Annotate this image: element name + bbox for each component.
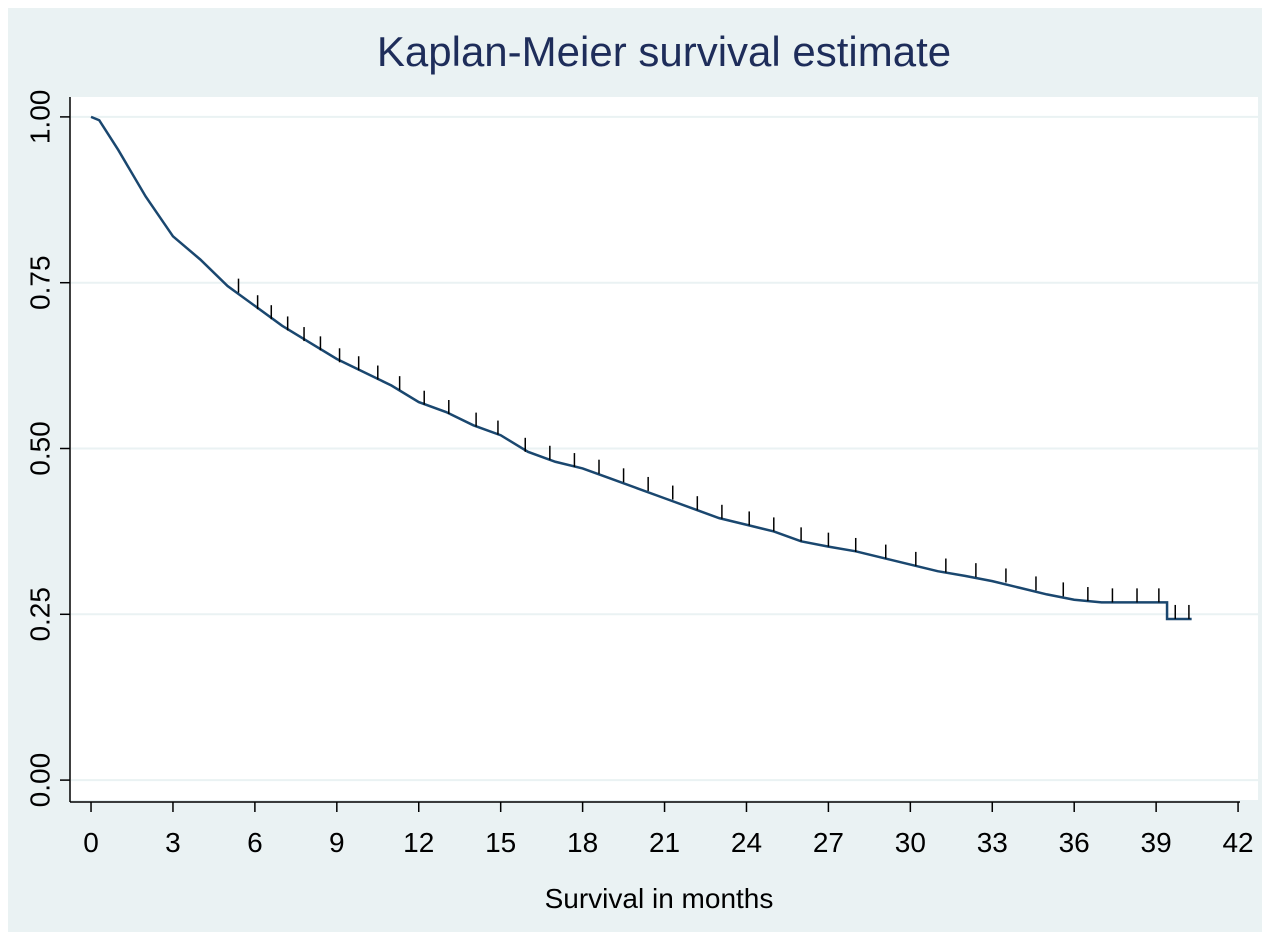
x-tick-label: 36	[1059, 827, 1090, 858]
x-tick-label: 18	[567, 827, 598, 858]
x-tick-label: 42	[1222, 827, 1253, 858]
x-tick-label: 0	[83, 827, 99, 858]
x-tick-label: 21	[649, 827, 680, 858]
y-tick-label: 0.25	[24, 587, 55, 642]
x-tick-label: 27	[813, 827, 844, 858]
x-tick-label: 15	[485, 827, 516, 858]
y-tick-label: 0.00	[24, 753, 55, 808]
x-tick-label: 39	[1141, 827, 1172, 858]
x-tick-label: 3	[165, 827, 181, 858]
y-tick-label: 0.75	[24, 255, 55, 310]
x-tick-label: 12	[403, 827, 434, 858]
x-tick-label: 33	[977, 827, 1008, 858]
x-tick-label: 30	[895, 827, 926, 858]
y-tick-label: 1.00	[24, 90, 55, 145]
y-tick-label: 0.50	[24, 421, 55, 476]
chart-title: Kaplan-Meier survival estimate	[377, 28, 951, 75]
survival-curve	[90, 115, 1192, 621]
x-tick-label: 6	[247, 827, 263, 858]
x-axis-label: Survival in months	[545, 883, 774, 914]
x-tick-label: 9	[329, 827, 345, 858]
x-tick-label: 24	[731, 827, 762, 858]
